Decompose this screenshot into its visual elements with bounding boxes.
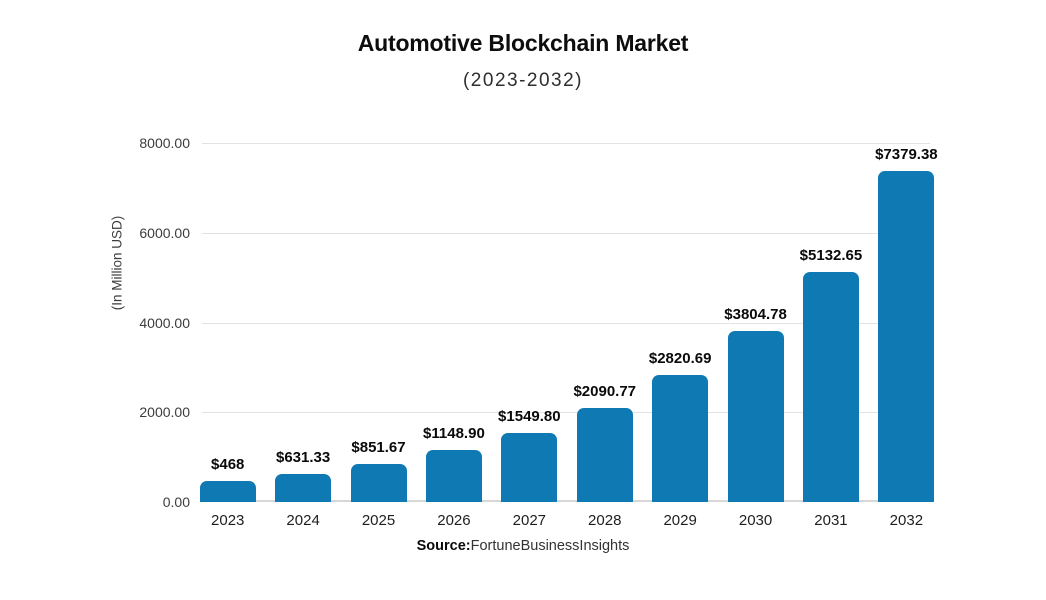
bar-2030 (727, 331, 784, 502)
x-tick-label: 2032 (889, 512, 924, 529)
x-tick-label: 2027 (512, 512, 547, 529)
y-tick-label: 8000.00 (139, 135, 190, 151)
bar-value-label: $631.33 (275, 448, 331, 466)
bar-value-label: $2820.69 (648, 350, 712, 368)
source-value: FortuneBusinessInsights (470, 538, 630, 554)
bar-value-label: $1148.90 (423, 425, 485, 443)
x-tick-label: 2029 (663, 512, 697, 529)
bar-slot-2024: $631.33 2024 (265, 143, 340, 529)
bar-2023 (199, 481, 256, 502)
bar-slot-2023: $468 2023 (190, 143, 265, 529)
chart-subtitle: (2023-2032) (462, 70, 584, 91)
bar-2024 (275, 473, 332, 502)
bar-value-label: $3804.78 (724, 306, 787, 324)
bar-2031 (802, 271, 859, 502)
bar-value-label: $468 (211, 456, 245, 473)
bar-value-label: $2090.77 (573, 383, 637, 401)
x-tick-label: 2030 (738, 512, 773, 529)
bar-slot-2025: $851.67 2025 (341, 143, 416, 529)
bar-series: $468 2023 $631.33 2024 $851.67 2025 $1148.90 20… (190, 143, 944, 530)
bar-2025 (350, 463, 407, 502)
gridline (202, 232, 930, 234)
bar-2028 (576, 408, 633, 502)
bar-slot-2032: $7379.38 2032 (869, 143, 944, 529)
y-tick-label: 6000.00 (139, 224, 190, 241)
y-tick-label: 4000.00 (139, 314, 190, 331)
bar-value-label: $851.67 (351, 438, 406, 456)
bar-2026 (425, 450, 482, 502)
x-tick-label: 2023 (211, 512, 245, 529)
y-axis-title: (In Million USD) (109, 215, 125, 311)
x-tick-label: 2024 (286, 512, 320, 529)
y-tick-label: 2000.00 (139, 404, 190, 421)
bar-value-label: $5132.65 (799, 246, 863, 264)
bar-slot-2031: $5132.65 2031 (793, 143, 868, 529)
source-note: Source:FortuneBusinessInsights (0, 538, 1046, 554)
gridline (202, 143, 930, 144)
bar-value-label: $7379.38 (875, 145, 938, 163)
bar-slot-2028: $2090.77 2028 (567, 143, 642, 529)
x-tick-label: 2031 (814, 512, 848, 529)
y-tick-label: 0.00 (162, 494, 190, 510)
bar-slot-2030: $3804.78 2030 (718, 143, 793, 529)
gridline (202, 322, 930, 324)
bar-value-label: $1549.80 (498, 407, 561, 425)
x-tick-label: 2025 (361, 512, 396, 529)
bar-2032 (878, 170, 935, 502)
plot-area: $468 2023 $631.33 2024 $851.67 2025 $1148.90 20… (199, 143, 938, 529)
chart-title: Automotive Blockchain Market (357, 30, 689, 56)
bar-slot-2026: $1148.90 2026 (416, 143, 491, 529)
bar-2027 (501, 432, 558, 502)
source-label: Source: (416, 538, 471, 554)
bar-slot-2029: $2820.69 2029 (642, 143, 717, 529)
x-tick-label: 2026 (437, 512, 471, 529)
x-tick-label: 2028 (588, 512, 622, 529)
gridline (202, 412, 930, 414)
bar-slot-2027: $1549.80 2027 (492, 143, 567, 530)
bar-2029 (652, 375, 709, 502)
x-axis-line (202, 500, 930, 502)
